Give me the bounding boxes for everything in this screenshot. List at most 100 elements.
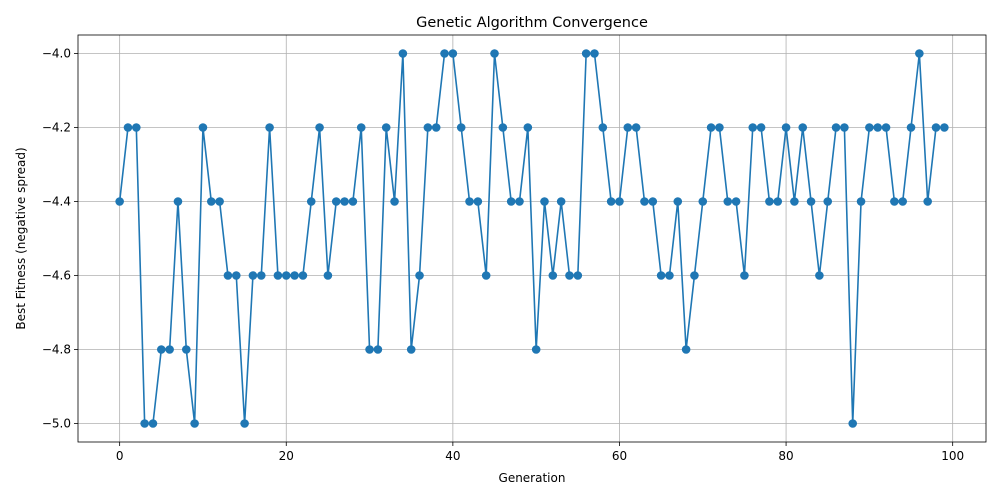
data-point — [856, 197, 866, 206]
data-point — [748, 123, 758, 132]
data-point — [390, 197, 399, 206]
data-point — [848, 419, 858, 428]
data-point — [540, 197, 549, 206]
data-point — [806, 197, 816, 206]
data-point — [381, 123, 391, 132]
data-point — [890, 197, 899, 206]
data-point — [165, 345, 174, 354]
data-point — [673, 197, 683, 206]
series-best-fitness — [115, 49, 949, 428]
data-point — [940, 123, 949, 132]
data-point — [456, 123, 466, 132]
data-point — [506, 197, 516, 206]
data-point — [132, 123, 141, 132]
data-point — [473, 197, 483, 206]
x-axis-label: Generation — [499, 471, 566, 485]
data-point — [248, 271, 258, 280]
data-point — [206, 197, 216, 206]
data-point — [448, 49, 458, 58]
data-point — [223, 271, 233, 280]
data-point — [181, 345, 191, 354]
data-point — [906, 123, 916, 132]
data-point — [123, 123, 133, 132]
data-point — [590, 49, 599, 58]
data-point — [715, 123, 724, 132]
data-point — [665, 271, 674, 280]
x-tick-label: 40 — [445, 449, 460, 463]
data-point — [115, 197, 124, 206]
data-point — [140, 419, 149, 428]
data-point — [765, 197, 774, 206]
data-point — [298, 271, 308, 280]
data-point — [231, 271, 241, 280]
data-point — [548, 271, 558, 280]
data-point — [790, 197, 799, 206]
data-point — [281, 271, 291, 280]
data-point — [481, 271, 491, 280]
y-tick-label: −4.2 — [42, 121, 71, 135]
data-point — [431, 123, 441, 132]
data-point — [706, 123, 716, 132]
data-point — [498, 123, 508, 132]
data-point — [865, 123, 874, 132]
data-point — [465, 197, 474, 206]
plot-frame — [77, 34, 987, 443]
data-point — [581, 49, 591, 58]
data-point — [556, 197, 566, 206]
data-point — [640, 197, 649, 206]
y-tick-label: −4.4 — [42, 195, 71, 209]
data-point — [356, 123, 366, 132]
data-point — [415, 271, 424, 280]
data-point — [256, 271, 266, 280]
data-point — [190, 419, 199, 428]
data-point — [756, 123, 766, 132]
data-point — [881, 123, 891, 132]
data-point — [815, 271, 824, 280]
data-point — [648, 197, 658, 206]
chart-title: Genetic Algorithm Convergence — [416, 15, 648, 31]
data-point — [157, 345, 166, 354]
data-point — [440, 49, 449, 58]
data-point — [365, 345, 374, 354]
x-tick-label: 20 — [279, 449, 294, 463]
y-tick-label: −4.6 — [42, 269, 71, 283]
data-point — [515, 197, 524, 206]
data-point — [348, 197, 358, 206]
x-tick-label: 100 — [941, 449, 964, 463]
x-tick-label: 80 — [778, 449, 793, 463]
data-point — [615, 197, 624, 206]
data-point — [323, 271, 333, 280]
data-point — [148, 419, 158, 428]
data-point — [340, 197, 349, 206]
data-point — [531, 345, 541, 354]
data-point — [240, 419, 249, 428]
data-point — [198, 123, 208, 132]
data-point — [831, 123, 841, 132]
x-axis-ticks: 0 20 40 60 80 100 — [116, 442, 964, 463]
data-point — [631, 123, 641, 132]
y-tick-label: −5.0 — [42, 417, 71, 431]
data-point — [306, 197, 316, 206]
data-point — [173, 197, 183, 206]
data-point — [331, 197, 341, 206]
y-tick-label: −4.0 — [42, 47, 71, 61]
data-point — [315, 123, 324, 132]
y-tick-label: −4.8 — [42, 343, 71, 357]
data-point — [823, 197, 833, 206]
data-point — [840, 123, 849, 132]
data-point — [915, 49, 924, 58]
data-point — [490, 49, 499, 58]
data-point — [406, 345, 416, 354]
data-point — [373, 345, 383, 354]
data-point — [773, 197, 783, 206]
data-point — [723, 197, 733, 206]
data-point — [698, 197, 708, 206]
data-point — [873, 123, 883, 132]
data-point — [898, 197, 907, 206]
data-point — [690, 271, 699, 280]
x-tick-label: 60 — [612, 449, 627, 463]
data-point — [398, 49, 408, 58]
y-axis-label: Best Fitness (negative spread) — [14, 147, 28, 329]
data-point — [523, 123, 533, 132]
data-point — [565, 271, 574, 280]
